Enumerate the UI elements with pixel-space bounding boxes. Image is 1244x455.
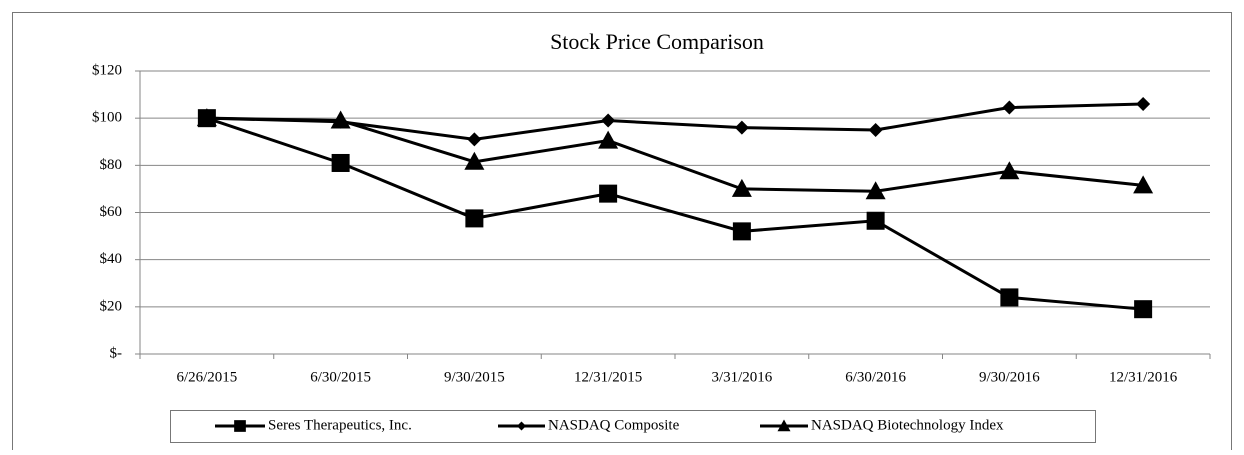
y-tick-label: $40 [100, 251, 123, 267]
data-point [1134, 300, 1153, 319]
data-point [734, 120, 749, 135]
series-line [206, 102, 1144, 141]
series-line [206, 116, 1144, 193]
legend-label: Seres Therapeutics, Inc. [268, 417, 412, 433]
y-tick-label: $100 [92, 110, 122, 126]
legend-box [170, 410, 1096, 443]
data-point [1136, 97, 1151, 112]
legend-marker [234, 420, 246, 432]
data-point [467, 132, 482, 147]
legend-label: NASDAQ Composite [548, 417, 680, 433]
y-tick-label: $20 [100, 298, 123, 314]
x-tick-label: 3/31/2016 [711, 369, 772, 385]
data-point [601, 113, 616, 128]
data-point [866, 211, 885, 230]
x-tick-label: 12/31/2015 [574, 369, 642, 385]
data-point [464, 151, 485, 170]
data-point [196, 108, 217, 127]
x-tick-label: 12/31/2016 [1109, 369, 1178, 385]
legend-label: NASDAQ Biotechnology Index [811, 417, 1004, 433]
data-point [1000, 288, 1019, 307]
legend-marker [516, 421, 527, 431]
series-line [206, 116, 1144, 311]
y-tick-label: $120 [92, 62, 122, 78]
x-tick-label: 9/30/2015 [444, 369, 505, 385]
chart-title: Stock Price Comparison [550, 29, 764, 54]
y-tick-label: $60 [100, 204, 123, 220]
data-point [732, 222, 751, 241]
data-point [868, 122, 883, 137]
y-tick-label: $80 [100, 157, 123, 173]
x-tick-label: 6/30/2015 [310, 369, 371, 385]
data-point [598, 130, 619, 149]
x-tick-label: 6/30/2016 [845, 369, 906, 385]
x-tick-label: 6/26/2015 [176, 369, 237, 385]
data-point [1133, 175, 1154, 194]
legend-marker [777, 419, 791, 432]
data-point [330, 110, 351, 129]
x-tick-label: 9/30/2016 [979, 369, 1040, 385]
data-point [731, 178, 752, 197]
chart-border [12, 12, 1232, 450]
data-point [465, 209, 484, 228]
data-point [331, 153, 350, 172]
data-point [999, 161, 1020, 180]
y-tick-label: $- [110, 345, 123, 361]
data-point [865, 181, 886, 200]
data-point [1002, 100, 1017, 115]
data-point [599, 184, 618, 203]
